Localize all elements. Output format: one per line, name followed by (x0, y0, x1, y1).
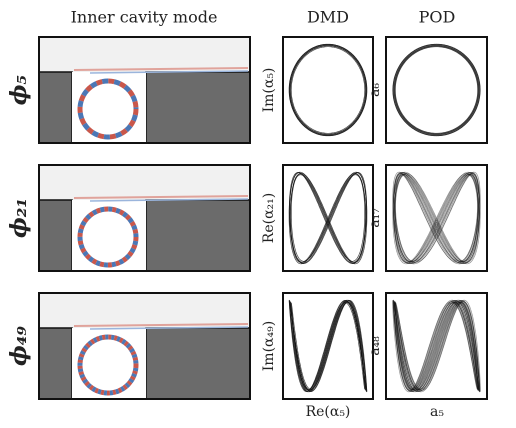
panel-frame (283, 37, 373, 143)
y-axis-label: Re(α₂₁) (261, 193, 277, 243)
x-axis-label: Re(α₅) (306, 404, 351, 420)
panel-frame (386, 37, 487, 143)
cavity-panel (39, 165, 250, 271)
column-title: DMD (307, 8, 349, 27)
phase-panel (386, 293, 487, 399)
column-title: Inner cavity mode (71, 8, 218, 27)
cavity-panel (39, 37, 250, 143)
figure: Inner cavity mode DMD POD Re(α₅) a₅ ϕ₅ Im… (0, 0, 516, 428)
row-label: ϕ₂₁ (6, 198, 32, 238)
wall-right (146, 200, 250, 271)
y-axis-label: a₆ (367, 83, 383, 97)
row-label: ϕ₄₉ (6, 326, 32, 366)
x-axis-label: a₅ (430, 404, 444, 420)
wall-left (39, 200, 72, 271)
cavity-panel (39, 293, 250, 399)
wall-left (39, 72, 72, 143)
phase-panel (283, 37, 373, 143)
column-title: POD (419, 8, 456, 27)
phase-panel (283, 165, 373, 271)
y-axis-label: a₄₈ (367, 336, 383, 356)
wall-right (146, 328, 250, 399)
wall-left (39, 328, 72, 399)
wall-right (146, 72, 250, 143)
y-axis-label: a₁₇ (367, 208, 383, 228)
row-label: ϕ₅ (6, 75, 32, 105)
y-axis-label: Im(α₄₉) (261, 321, 277, 371)
phase-panel (386, 165, 487, 271)
phase-panel (283, 293, 373, 399)
y-axis-label: Im(α₅) (261, 68, 277, 113)
phase-panel (386, 37, 487, 143)
